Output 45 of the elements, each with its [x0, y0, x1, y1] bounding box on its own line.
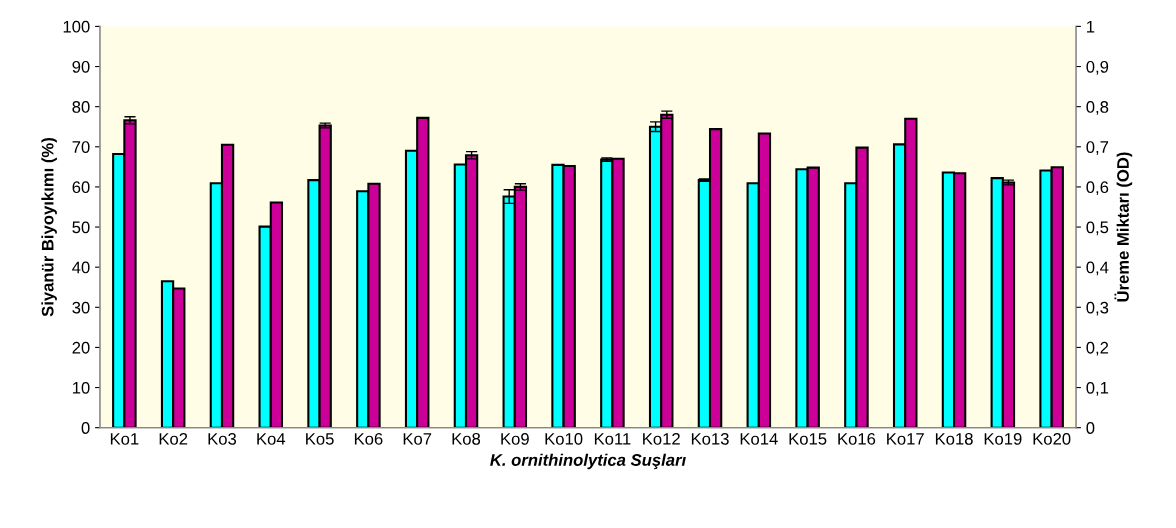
y2-tick-label: 0,9: [1086, 60, 1109, 75]
x-tick-label: Ko2: [159, 432, 188, 445]
x-tick-label: Ko15: [789, 433, 827, 445]
y-tick-label: 100: [63, 20, 90, 33]
y-tick-label: 70: [72, 141, 90, 153]
x-tick-label: Ko14: [740, 433, 778, 445]
y-tick-label: 40: [72, 261, 90, 274]
y-tick-label: 20: [72, 341, 90, 354]
y-tick-label: 80: [72, 101, 90, 113]
y-axis-title: Siyanür Biyoyıkımı (%): [41, 138, 57, 317]
y-tick-label: 90: [72, 60, 90, 73]
y2-tick-label: 0,3: [1086, 301, 1109, 316]
y2-tick-label: 0,6: [1086, 181, 1109, 196]
x-tick-label: Ko12: [643, 432, 680, 445]
y2-tick-label: 0,4: [1086, 261, 1109, 276]
y2-tick-label: 0,7: [1086, 141, 1109, 155]
y2-tick-label: 0,1: [1086, 381, 1109, 396]
y2-tick-label: 0,5: [1086, 221, 1109, 236]
x-tick-label: Ko18: [935, 432, 973, 445]
y2-axis-title: Üreme Miktarı (OD): [1114, 152, 1133, 302]
y2-tick-label: 1: [1087, 20, 1095, 33]
x-tick-label: Ko6: [354, 432, 383, 445]
x-tick-label: Ko5: [306, 433, 334, 445]
y2-tick-label: 0,2: [1086, 341, 1109, 356]
y-tick-label: 0: [81, 422, 90, 434]
x-tick-label: Ko13: [691, 432, 729, 445]
x-tick-label: Ko1: [110, 433, 139, 445]
x-tick-label: Ko11: [594, 433, 631, 445]
x-tick-label: Ko10: [545, 432, 583, 445]
y-tick-label: 10: [72, 381, 90, 394]
x-tick-label: Ko4: [257, 433, 286, 445]
x-tick-label: Ko3: [208, 432, 237, 445]
y2-tick-label: 0: [1086, 422, 1095, 434]
y-tick-label: 50: [72, 221, 90, 234]
x-tick-label: Ko8: [452, 432, 481, 445]
x-tick-label: Ko16: [838, 432, 876, 445]
x-tick-label: Ko17: [887, 433, 924, 445]
x-axis-title: K. ornithinolytica Suşları: [490, 453, 686, 470]
x-tick-label: Ko20: [1033, 432, 1071, 445]
x-tick-label: Ko19: [984, 432, 1022, 445]
y-tick-label: 60: [72, 181, 90, 194]
x-tick-label: Ko9: [501, 432, 529, 445]
y-tick-label: 30: [72, 301, 90, 314]
y2-tick-label: 0,8: [1086, 101, 1109, 115]
x-tick-label: Ko7: [403, 433, 432, 445]
